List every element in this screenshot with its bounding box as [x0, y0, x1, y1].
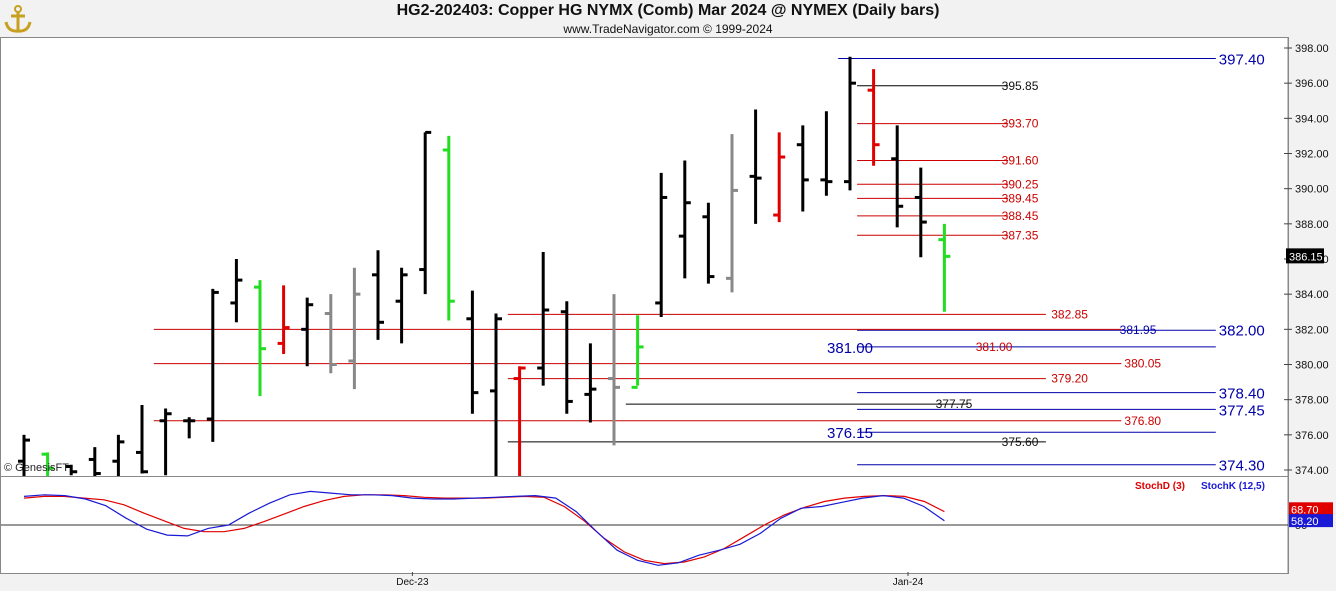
level-label: 397.40 — [1219, 52, 1265, 69]
ohlc-bar — [702, 202, 715, 284]
level-label: 376.80 — [1124, 414, 1161, 428]
level-label: 391.60 — [1002, 154, 1039, 168]
ohlc-bar — [301, 297, 314, 367]
level-label: 381.00 — [827, 340, 873, 357]
level-label: 379.20 — [1051, 372, 1088, 386]
price-tick-label: 394.00 — [1295, 113, 1329, 125]
ohlc-bar — [18, 434, 30, 476]
level-label: 376.15 — [827, 425, 873, 442]
ohlc-bar — [490, 313, 502, 476]
price-tick-label: 396.00 — [1295, 78, 1329, 90]
stoch-k-value-box — [1289, 514, 1333, 528]
last-price-label: 386.15 — [1289, 251, 1323, 263]
ohlc-bar — [442, 135, 455, 321]
level-label: 377.45 — [1219, 402, 1265, 419]
price-tick-label: 374.00 — [1295, 465, 1329, 476]
chart-title: HG2-202403: Copper HG NYMX (Comb) Mar 20… — [396, 2, 940, 19]
ohlc-bar — [277, 285, 290, 354]
price-tick-label: 380.00 — [1295, 360, 1329, 372]
chart-subtitle: www.TradeNavigator.com © 1999-2024 — [563, 22, 773, 36]
level-label: 381.95 — [1120, 323, 1157, 337]
ohlc-bar — [513, 366, 526, 476]
ohlc-bar — [820, 111, 833, 196]
price-chart-panel[interactable]: 398.00 396.00 394.00 392.00 390.00 388.00 386.… — [0, 37, 1329, 477]
level-label: 395.85 — [1002, 79, 1039, 93]
ohlc-bar — [914, 167, 927, 258]
copyright-label: © GenesisFT — [4, 462, 69, 474]
price-tick-label: 398.00 — [1295, 43, 1329, 55]
stoch-k-line — [23, 490, 945, 566]
level-label: 375.60 — [1002, 435, 1039, 449]
stoch-legend-item: StochK (12,5) — [1201, 481, 1265, 492]
price-chart[interactable]: 398.00 396.00 394.00 392.00 390.00 388.00 386.… — [1, 38, 1336, 477]
ohlc-bar — [88, 447, 101, 476]
level-label: 377.75 — [936, 397, 973, 411]
ohlc-bar — [372, 250, 384, 340]
ohlc-bar — [844, 56, 856, 191]
ohlc-bar — [230, 259, 243, 323]
ohlc-bar — [560, 301, 573, 414]
ohlc-bar — [348, 267, 361, 390]
anchor-logo-icon — [4, 5, 32, 33]
ohlc-bar — [395, 267, 408, 344]
ohlc-bar — [112, 434, 125, 476]
level-label: 381.00 — [976, 340, 1013, 354]
ohlc-bar — [324, 294, 337, 374]
ohlc-bar — [678, 160, 691, 279]
ohlc-bar — [655, 172, 668, 318]
price-tick-label: 392.00 — [1295, 149, 1329, 161]
stoch-d-value-box — [1289, 502, 1333, 516]
level-label: 380.05 — [1124, 357, 1161, 371]
price-tick-label: 388.00 — [1295, 219, 1329, 231]
ohlc-bar — [183, 417, 196, 439]
level-label: 382.85 — [1051, 307, 1088, 321]
ohlc-bar — [466, 290, 479, 414]
ohlc-bar — [796, 125, 809, 212]
level-label: 389.45 — [1002, 191, 1039, 205]
x-tick-label: Dec-23 — [396, 577, 429, 588]
ohlc-bar — [726, 134, 738, 293]
ohlc-bar — [631, 315, 644, 389]
stoch-d-line — [23, 494, 945, 565]
x-axis: Dec-23 Jan-24 — [396, 572, 924, 588]
ohlc-bar — [584, 343, 597, 423]
ohlc-bar — [773, 132, 786, 223]
level-label: 393.70 — [1002, 117, 1039, 131]
ohlc-bar — [537, 251, 550, 386]
price-tick-label: 382.00 — [1295, 324, 1329, 336]
level-label: 374.30 — [1219, 458, 1265, 475]
stoch-k-value: 58.20 — [1291, 516, 1319, 528]
ohlc-bar — [891, 125, 904, 228]
level-label: 378.40 — [1219, 386, 1265, 403]
ohlc-bar — [867, 69, 880, 166]
ohlc-bar — [136, 404, 148, 474]
level-label: 387.35 — [1002, 228, 1039, 242]
level-label: 388.45 — [1002, 209, 1039, 223]
level-label: 390.25 — [1002, 177, 1039, 191]
ohlc-bar — [206, 288, 219, 442]
ohlc-bar — [419, 130, 432, 295]
ohlc-bar — [608, 294, 620, 446]
ohlc-bar — [749, 109, 762, 224]
x-tick-label: Jan-24 — [893, 577, 924, 588]
price-tick-label: 390.00 — [1295, 184, 1329, 196]
price-tick-label: 378.00 — [1295, 395, 1329, 407]
last-price-box — [1286, 248, 1324, 264]
stoch-d-value: 68.70 — [1291, 504, 1319, 516]
stoch-legend-item: StochD (3) — [1135, 481, 1185, 492]
ohlc-bar — [65, 464, 78, 476]
ohlc-bar — [254, 280, 266, 397]
ohlc-bar — [938, 223, 951, 312]
level-label: 382.00 — [1219, 322, 1265, 339]
price-tick-label: 384.00 — [1295, 289, 1329, 301]
ohlc-bar — [159, 408, 172, 476]
ohlc-bar — [41, 452, 54, 476]
price-tick-label: 376.00 — [1295, 430, 1329, 442]
